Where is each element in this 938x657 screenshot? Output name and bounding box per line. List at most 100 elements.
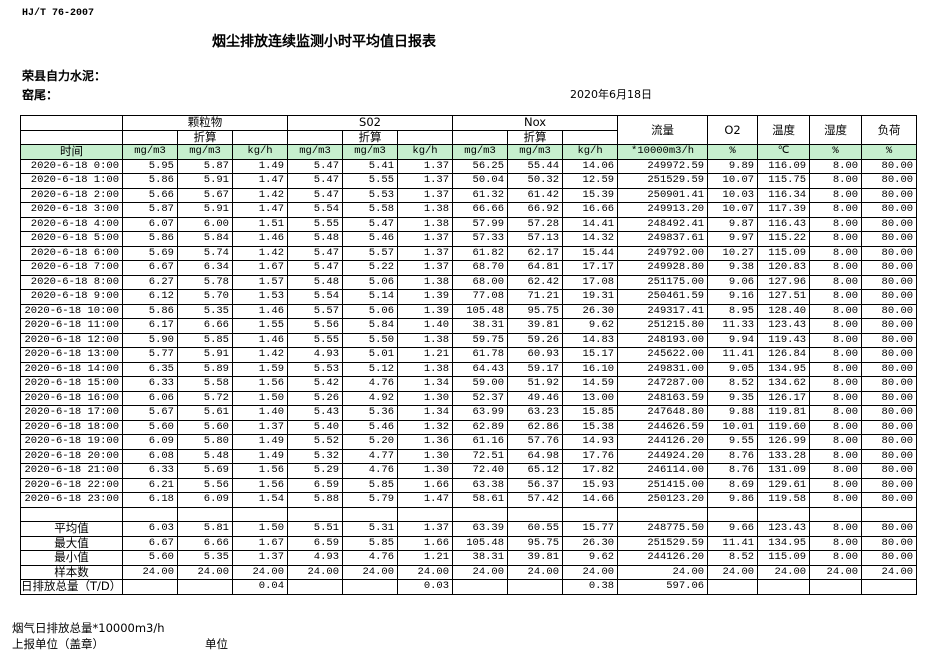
table-cell: kg/h [397, 144, 454, 160]
table-cell: 5.55 [342, 173, 399, 189]
table-cell: 1.47 [231, 173, 289, 189]
table-cell: 5.55 [287, 216, 344, 232]
table-cell: 8.52 [707, 550, 759, 566]
table-cell: 62.17 [507, 245, 564, 261]
table-cell: 2020-6-18 17:00 [20, 405, 123, 421]
table-row: 2020-6-18 6:00 5.69 5.74 1.42 5.47 5.57 1.37 61… [20, 245, 918, 261]
table-cell: 5.88 [287, 492, 344, 508]
table-cell: 8.00 [809, 202, 863, 218]
table-cell: 2020-6-18 15:00 [20, 376, 123, 392]
table-cell: 250461.59 [617, 289, 709, 305]
table-cell: 80.00 [861, 187, 918, 203]
table-cell: 2020-6-18 7:00 [20, 260, 123, 276]
table-cell: 1.67 [231, 260, 289, 276]
table-cell: mg/m3 [177, 144, 233, 160]
table-row [20, 506, 918, 522]
table-cell: 1.30 [397, 463, 454, 479]
table-cell: 1.53 [231, 289, 289, 305]
table-cell: 116.09 [757, 158, 811, 174]
table-cell: 1.42 [231, 347, 289, 363]
table-cell: 80.00 [861, 376, 918, 392]
table-cell: 1.37 [397, 187, 454, 203]
table-cell: 1.51 [231, 216, 289, 232]
table-cell: 8.69 [707, 477, 759, 493]
table-cell: 24.00 [757, 564, 811, 580]
table-row: 2020-6-18 13:00 5.77 5.91 1.42 4.93 5.01 1.21 6… [20, 347, 918, 363]
table-cell: 5.57 [287, 303, 344, 319]
table-cell: 95.75 [507, 535, 564, 551]
table-cell: 1.56 [231, 463, 289, 479]
table-row: 折算 折算 折算 [20, 129, 917, 145]
table-cell: 60.55 [507, 521, 564, 537]
table-cell: 9.86 [707, 492, 759, 508]
table-row: 2020-6-18 18:00 5.60 5.60 1.37 5.40 5.46 1.32 6… [20, 419, 918, 435]
table-cell: 80.00 [861, 448, 918, 464]
table-row: 时间 mg/m3 mg/m3 kg/h mg/m3 mg/m3 kg/h mg/m3 mg/m3… [20, 144, 918, 160]
table-cell: 66.66 [452, 202, 509, 218]
table-cell: 61.42 [507, 187, 564, 203]
table-cell: 57.76 [507, 434, 564, 450]
table-cell: 17.76 [562, 448, 619, 464]
table-cell [707, 506, 759, 522]
table-cell: 1.46 [231, 303, 289, 319]
table-cell: ℃ [757, 144, 811, 160]
table-cell: 251415.00 [617, 477, 709, 493]
table-cell: 15.93 [562, 477, 619, 493]
table-cell: 2020-6-18 20:00 [20, 448, 123, 464]
table-cell: 80.00 [861, 303, 918, 319]
table-cell: 24.00 [231, 564, 289, 580]
table-cell: 11.33 [707, 318, 759, 334]
table-cell: 131.09 [757, 463, 811, 479]
table-cell: 68.70 [452, 260, 509, 276]
table-cell: 1.46 [231, 332, 289, 348]
table-cell: 247648.80 [617, 405, 709, 421]
table-cell: 5.54 [287, 202, 344, 218]
table-cell: % [707, 144, 759, 160]
table-cell: 19.31 [562, 289, 619, 305]
table-cell: 9.16 [707, 289, 759, 305]
table-cell: 128.40 [757, 303, 811, 319]
table-cell: 64.98 [507, 448, 564, 464]
table-cell: 8.00 [809, 274, 863, 290]
table-cell: 5.86 [122, 303, 178, 319]
table-cell: 1.37 [397, 158, 454, 174]
table-cell: 116.43 [757, 216, 811, 232]
table-cell: 8.00 [809, 376, 863, 392]
table-cell: 5.35 [177, 550, 233, 566]
table-cell: 6.59 [287, 535, 344, 551]
table-cell: 10.07 [707, 173, 759, 189]
table-cell: 10.03 [707, 187, 759, 203]
table-cell: 湿度 [809, 115, 863, 145]
table-cell: 8.00 [809, 550, 863, 566]
table-cell: 251529.59 [617, 535, 709, 551]
table-cell: 8.52 [707, 376, 759, 392]
table-cell: 2020-6-18 1:00 [20, 173, 123, 189]
table-cell: mg/m3 [287, 144, 344, 160]
table-cell: 80.00 [861, 492, 918, 508]
table-cell: 8.00 [809, 245, 863, 261]
table-cell: 9.06 [707, 274, 759, 290]
table-cell [122, 506, 178, 522]
table-row: 2020-6-18 22:00 6.21 5.56 1.56 6.59 5.85 1.66 6… [20, 477, 918, 493]
table-cell [452, 506, 509, 522]
table-cell: 250901.41 [617, 187, 709, 203]
table-cell: 1.49 [231, 434, 289, 450]
table-cell: 5.50 [342, 332, 399, 348]
table-cell [20, 129, 123, 145]
table-cell: 9.88 [707, 405, 759, 421]
table-cell: 80.00 [861, 202, 918, 218]
table-cell: 80.00 [861, 419, 918, 435]
table-cell: 249928.80 [617, 260, 709, 276]
table-cell: 颗粒物 [121, 115, 289, 131]
table-cell: 62.86 [507, 419, 564, 435]
table-cell [177, 579, 233, 595]
table-cell: 2020-6-18 8:00 [20, 274, 123, 290]
table-cell: 123.43 [757, 318, 811, 334]
table-cell: 5.91 [177, 202, 233, 218]
table-cell: 12.59 [562, 173, 619, 189]
table-cell [707, 579, 759, 595]
table-cell [287, 506, 344, 522]
table-cell: 127.96 [757, 274, 811, 290]
table-cell: 248492.41 [617, 216, 709, 232]
table-cell: 1.50 [231, 521, 289, 537]
